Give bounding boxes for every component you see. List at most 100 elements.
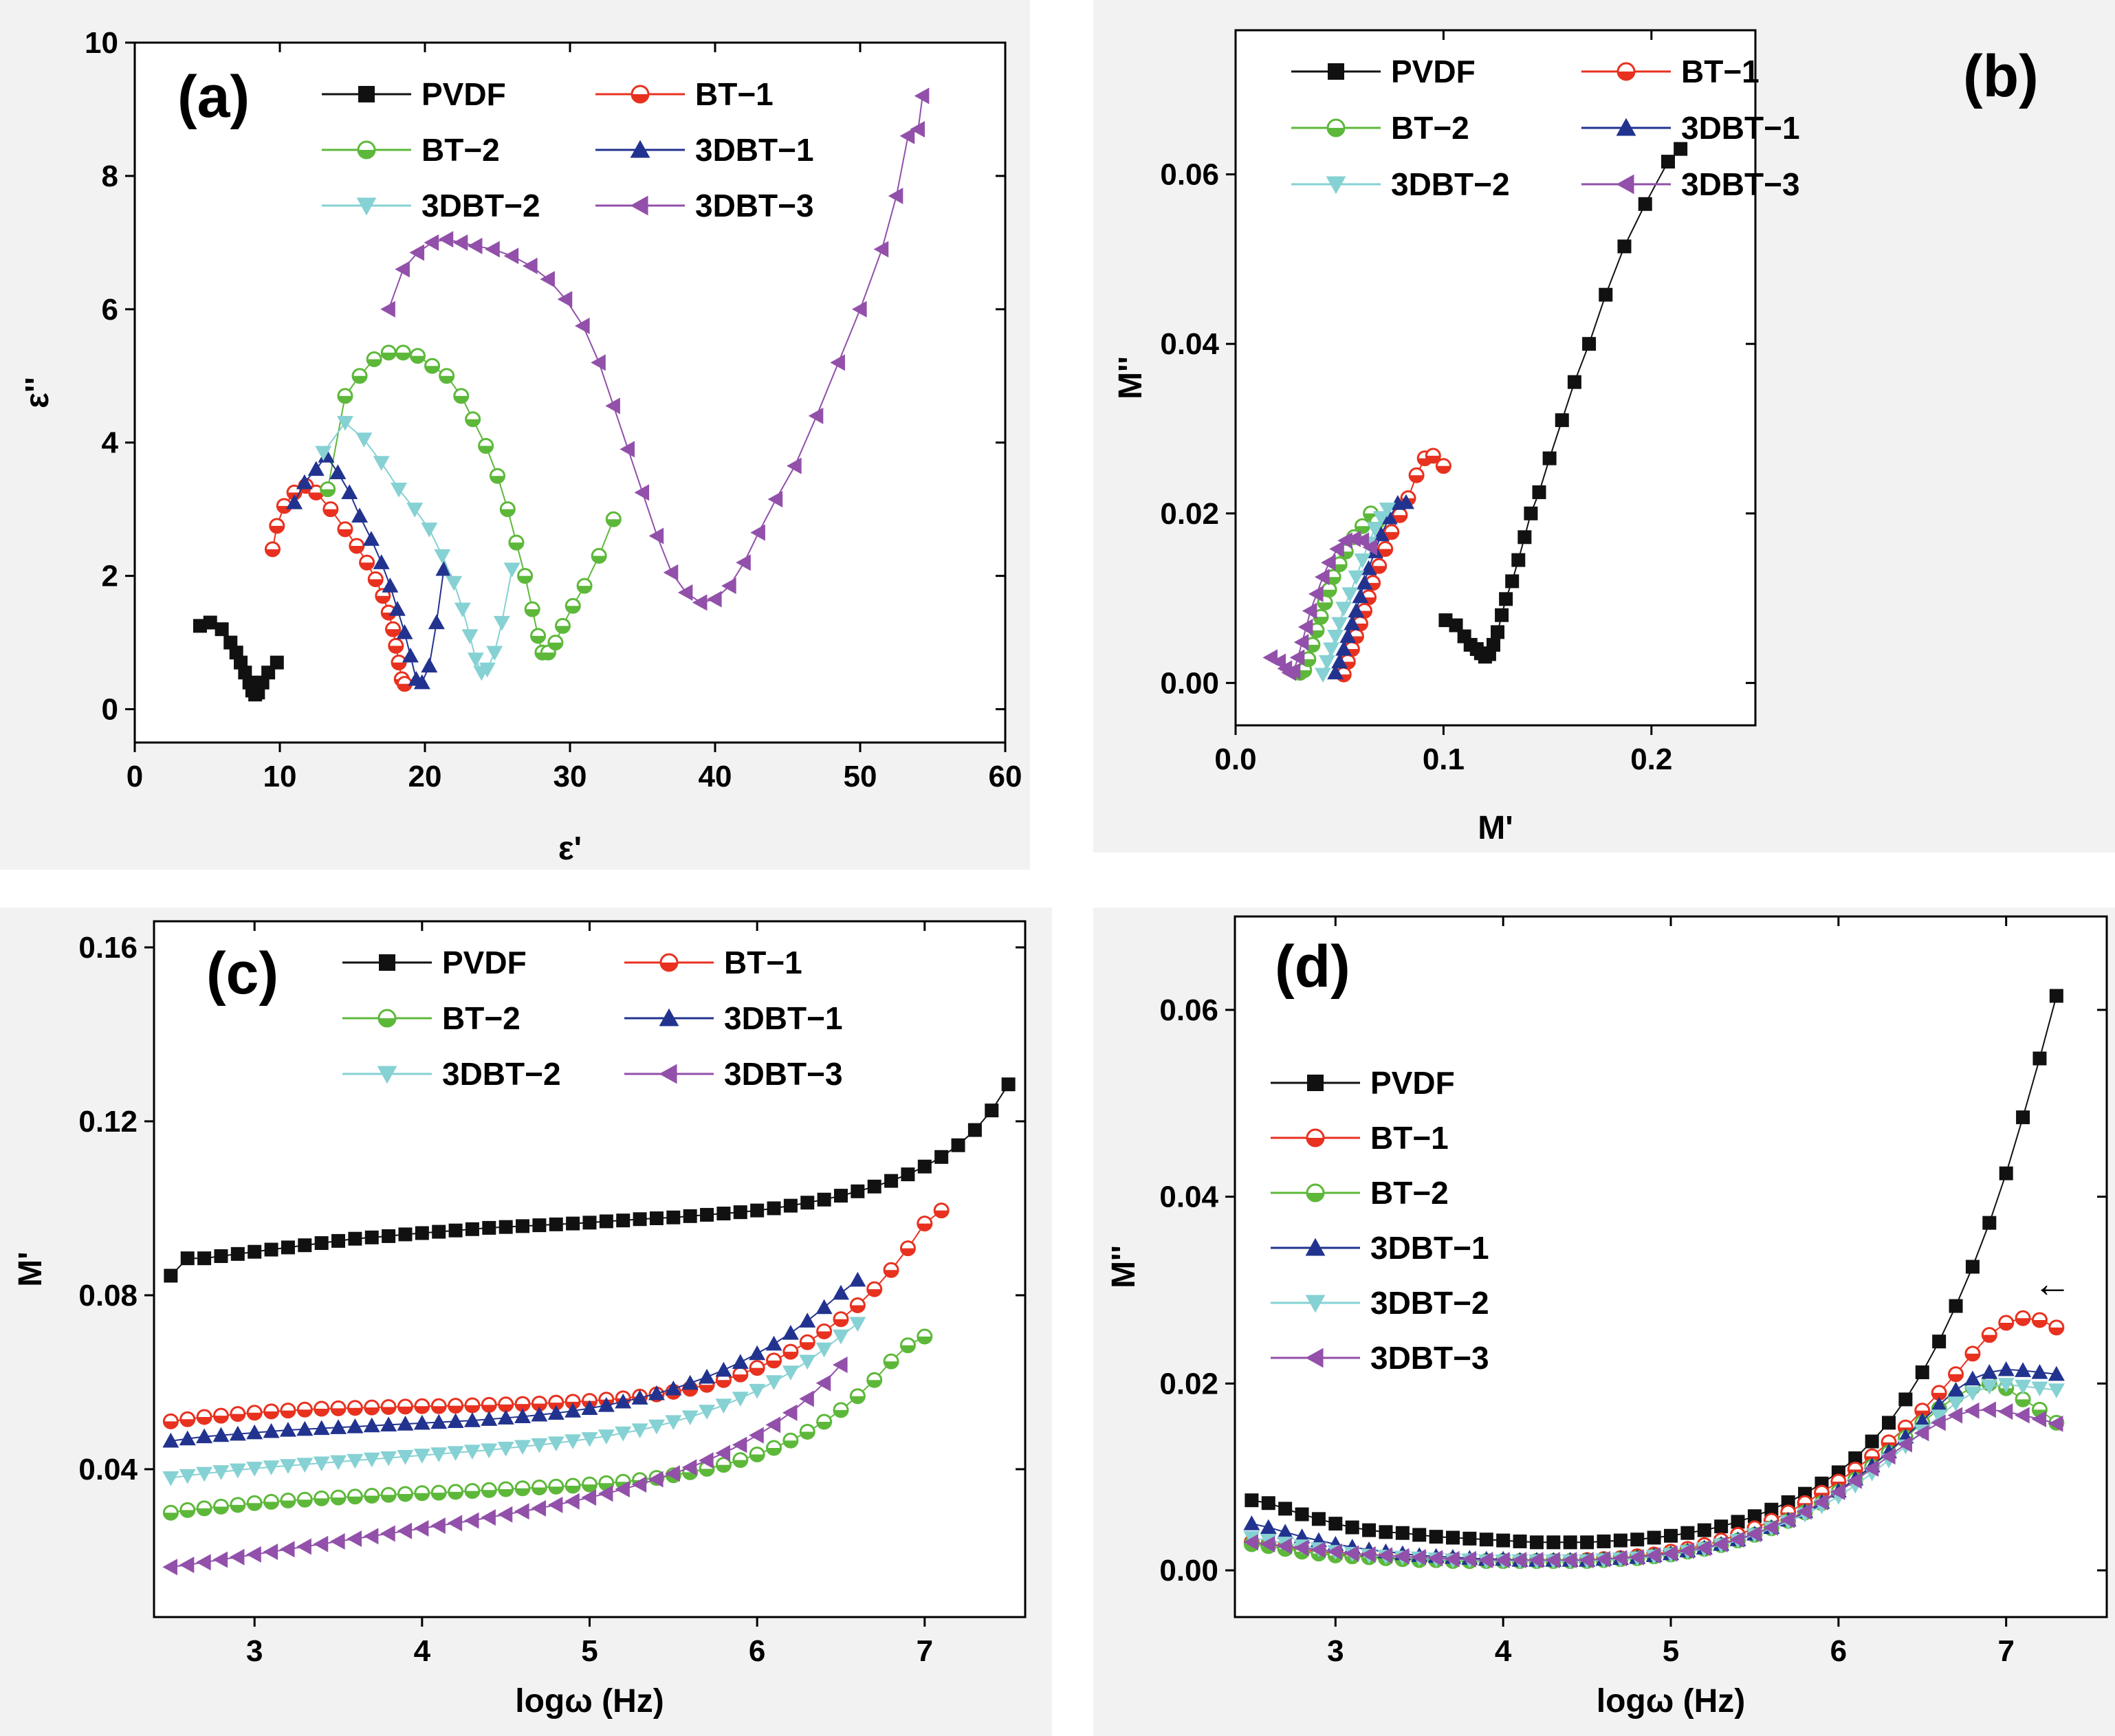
data-point-3DBT-1 — [1372, 526, 1390, 542]
data-point-BT-2 — [439, 368, 455, 384]
data-point-3DBT-2 — [715, 1398, 732, 1414]
legend-marker-BT-1 — [1306, 1128, 1325, 1147]
series-3DBT-1 — [1327, 494, 1414, 680]
data-point-3DBT-1 — [1327, 664, 1344, 680]
data-point-PVDF — [382, 1229, 396, 1243]
data-point-3DBT-3 — [363, 1528, 379, 1545]
data-point-BT-2 — [366, 351, 382, 368]
legend-b: PVDF BT−1 BT−2 3DBT−1 3DBT−2 3DBT−3 — [1291, 54, 1800, 202]
x-tick-label: 30 — [554, 760, 587, 793]
data-point-3DBT-3 — [1461, 1550, 1476, 1568]
data-point-3DBT-3 — [2031, 1410, 2047, 1427]
data-point-3DBT-2 — [832, 1329, 849, 1345]
y-tick-label: 2 — [102, 560, 118, 593]
data-point-BT-1 — [1392, 507, 1408, 523]
data-point-3DBT-3 — [631, 1476, 647, 1493]
data-point-PVDF — [230, 1246, 245, 1261]
data-point-PVDF — [1647, 1530, 1661, 1545]
data-point-3DBT-2 — [497, 1441, 514, 1457]
data-point-BT-1 — [246, 1405, 263, 1421]
legend-label-3DBT-2: 3DBT−2 — [442, 1056, 561, 1092]
legend-marker-3DBT-1 — [630, 140, 650, 158]
data-point-BT-1 — [481, 1396, 497, 1413]
data-point-PVDF — [1915, 1365, 1929, 1380]
data-point-BT-1 — [391, 655, 407, 671]
data-point-3DBT-2 — [467, 652, 484, 668]
data-point-BT-2 — [866, 1372, 883, 1388]
data-point-BT-2 — [380, 344, 397, 361]
data-point-3DBT-1 — [765, 1335, 782, 1351]
data-point-3DBT-2 — [598, 1429, 615, 1444]
data-point-PVDF — [1580, 1535, 1595, 1550]
data-point-PVDF — [215, 622, 229, 637]
data-point-BT-2 — [782, 1432, 799, 1449]
data-point-3DBT-1 — [307, 461, 325, 476]
data-point-3DBT-1 — [815, 1299, 833, 1315]
data-point-3DBT-1 — [388, 601, 406, 616]
data-point-3DBT-3 — [782, 1404, 798, 1421]
y-axis-label: M'' — [1106, 1245, 1142, 1288]
data-point-PVDF — [2049, 989, 2063, 1003]
data-point-BT-1 — [367, 571, 384, 587]
data-point-3DBT-3 — [424, 234, 439, 251]
data-point-3DBT-2 — [732, 1392, 749, 1407]
data-point-3DBT-1 — [615, 1393, 632, 1409]
data-point-3DBT-1 — [1260, 1519, 1277, 1535]
data-point-3DBT-2 — [1366, 522, 1383, 537]
legend-label-3DBT-2: 3DBT−2 — [1391, 166, 1510, 202]
data-point-3DBT-3 — [1964, 1402, 1980, 1419]
data-point-3DBT-3 — [707, 591, 722, 608]
data-point-BT-2 — [314, 1490, 330, 1506]
plot-frame-a — [133, 41, 1007, 744]
data-point-3DBT-1 — [699, 1368, 716, 1384]
data-point-BT-2 — [565, 597, 581, 614]
data-point-PVDF — [666, 1210, 681, 1224]
data-point-3DBT-3 — [263, 1543, 278, 1561]
legend-marker-3DBT-2 — [356, 197, 377, 216]
data-point-BT-1 — [1981, 1327, 1997, 1343]
data-point-PVDF — [1567, 375, 1581, 389]
data-point-BT-1 — [1998, 1315, 2015, 1331]
plot-a: 0 10 20 30 40 50 60 0 2 4 6 8 10 ε' ε'' (a) PVDF BT−1 BT−2… — [19, 26, 1022, 867]
data-point-3DBT-1 — [799, 1312, 816, 1328]
legend-label-PVDF: PVDF — [1391, 54, 1476, 89]
data-point-3DBT-1 — [380, 1416, 397, 1432]
data-point-BT-1 — [263, 1403, 280, 1420]
y-tick-label: 0.16 — [78, 931, 138, 965]
data-point-BT-2 — [554, 617, 571, 634]
data-point-PVDF — [1499, 592, 1513, 606]
data-point-3DBT-2 — [547, 1436, 565, 1451]
x-tick-label: 0 — [127, 760, 143, 793]
data-point-3DBT-3 — [648, 1471, 664, 1488]
data-point-3DBT-2 — [430, 1447, 448, 1462]
data-point-3DBT-3 — [1981, 1401, 1996, 1418]
data-point-PVDF — [566, 1216, 580, 1231]
data-point-3DBT-2 — [347, 1453, 364, 1469]
data-point-3DBT-3 — [721, 578, 736, 595]
data-point-PVDF — [1999, 1166, 2013, 1180]
data-point-3DBT-2 — [631, 1423, 648, 1439]
legend-marker-PVDF — [379, 954, 395, 971]
legend-marker-BT-2 — [377, 1009, 397, 1028]
series-BT-2 — [320, 344, 622, 661]
data-point-3DBT-3 — [1679, 1542, 1694, 1559]
data-point-3DBT-3 — [279, 1541, 295, 1558]
data-point-3DBT-3 — [692, 594, 708, 611]
x-axis-label: logω (Hz) — [1597, 1683, 1746, 1719]
data-point-3DBT-2 — [279, 1459, 296, 1474]
data-point-3DBT-1 — [428, 614, 445, 630]
panel-label: (d) — [1275, 934, 1350, 1000]
data-point-BT-2 — [715, 1457, 732, 1473]
data-point-BT-2 — [514, 1480, 531, 1497]
series-PVDF — [164, 1077, 1016, 1283]
data-point-3DBT-3 — [910, 121, 925, 138]
data-point-BT-1 — [322, 501, 339, 518]
data-point-3DBT-3 — [581, 1489, 597, 1506]
data-point-3DBT-3 — [1847, 1472, 1862, 1489]
legend-a: PVDF BT−1 BT−2 3DBT−1 3DBT−2 3DBT−3 — [322, 76, 814, 223]
data-point-PVDF — [1949, 1299, 1963, 1313]
data-point-3DBT-2 — [355, 432, 373, 448]
y-tick-label: 0.04 — [1160, 327, 1219, 361]
data-point-BT-2 — [1300, 651, 1317, 668]
data-point-BT-1 — [766, 1352, 782, 1369]
